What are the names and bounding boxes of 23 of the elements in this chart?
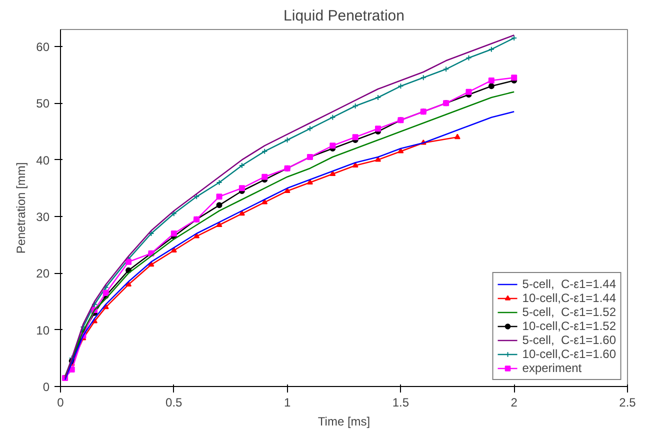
x-tick-label: 1.5 (392, 396, 410, 410)
x-tick-label: 1 (284, 396, 291, 410)
y-tick-label: 10 (36, 323, 50, 338)
legend-label: 5-cell, C-ε1=1.52 (522, 305, 616, 319)
legend-label: 5-cell, C-ε1=1.60 (522, 333, 616, 347)
y-tick-label: 20 (36, 266, 50, 281)
x-tick-label: 2 (510, 396, 518, 410)
legend-label: experiment (522, 361, 582, 375)
x-tick-label: 2.5 (619, 396, 636, 410)
chart-title: Liquid Penetration (284, 8, 404, 24)
legend-label: 10-cell,C-ε1=1.60 (522, 347, 616, 361)
y-tick-label: 30 (36, 210, 50, 224)
y-tick-label: 0 (42, 380, 50, 394)
y-tick-label: 60 (36, 40, 50, 54)
legend-label: 10-cell,C-ε1=1.44 (522, 291, 616, 305)
x-tick-label: 0 (57, 396, 64, 410)
legend-label: 5-cell, C-ε1=1.44 (522, 277, 616, 291)
x-axis-title: Time [ms] (318, 414, 370, 428)
y-axis-title: Penetration [mm] (14, 162, 28, 254)
y-tick-label: 40 (36, 153, 50, 168)
legend-label: 10-cell,C-ε1=1.52 (522, 319, 616, 333)
y-tick-label: 50 (36, 96, 50, 111)
x-tick-label: 0.5 (166, 396, 183, 410)
